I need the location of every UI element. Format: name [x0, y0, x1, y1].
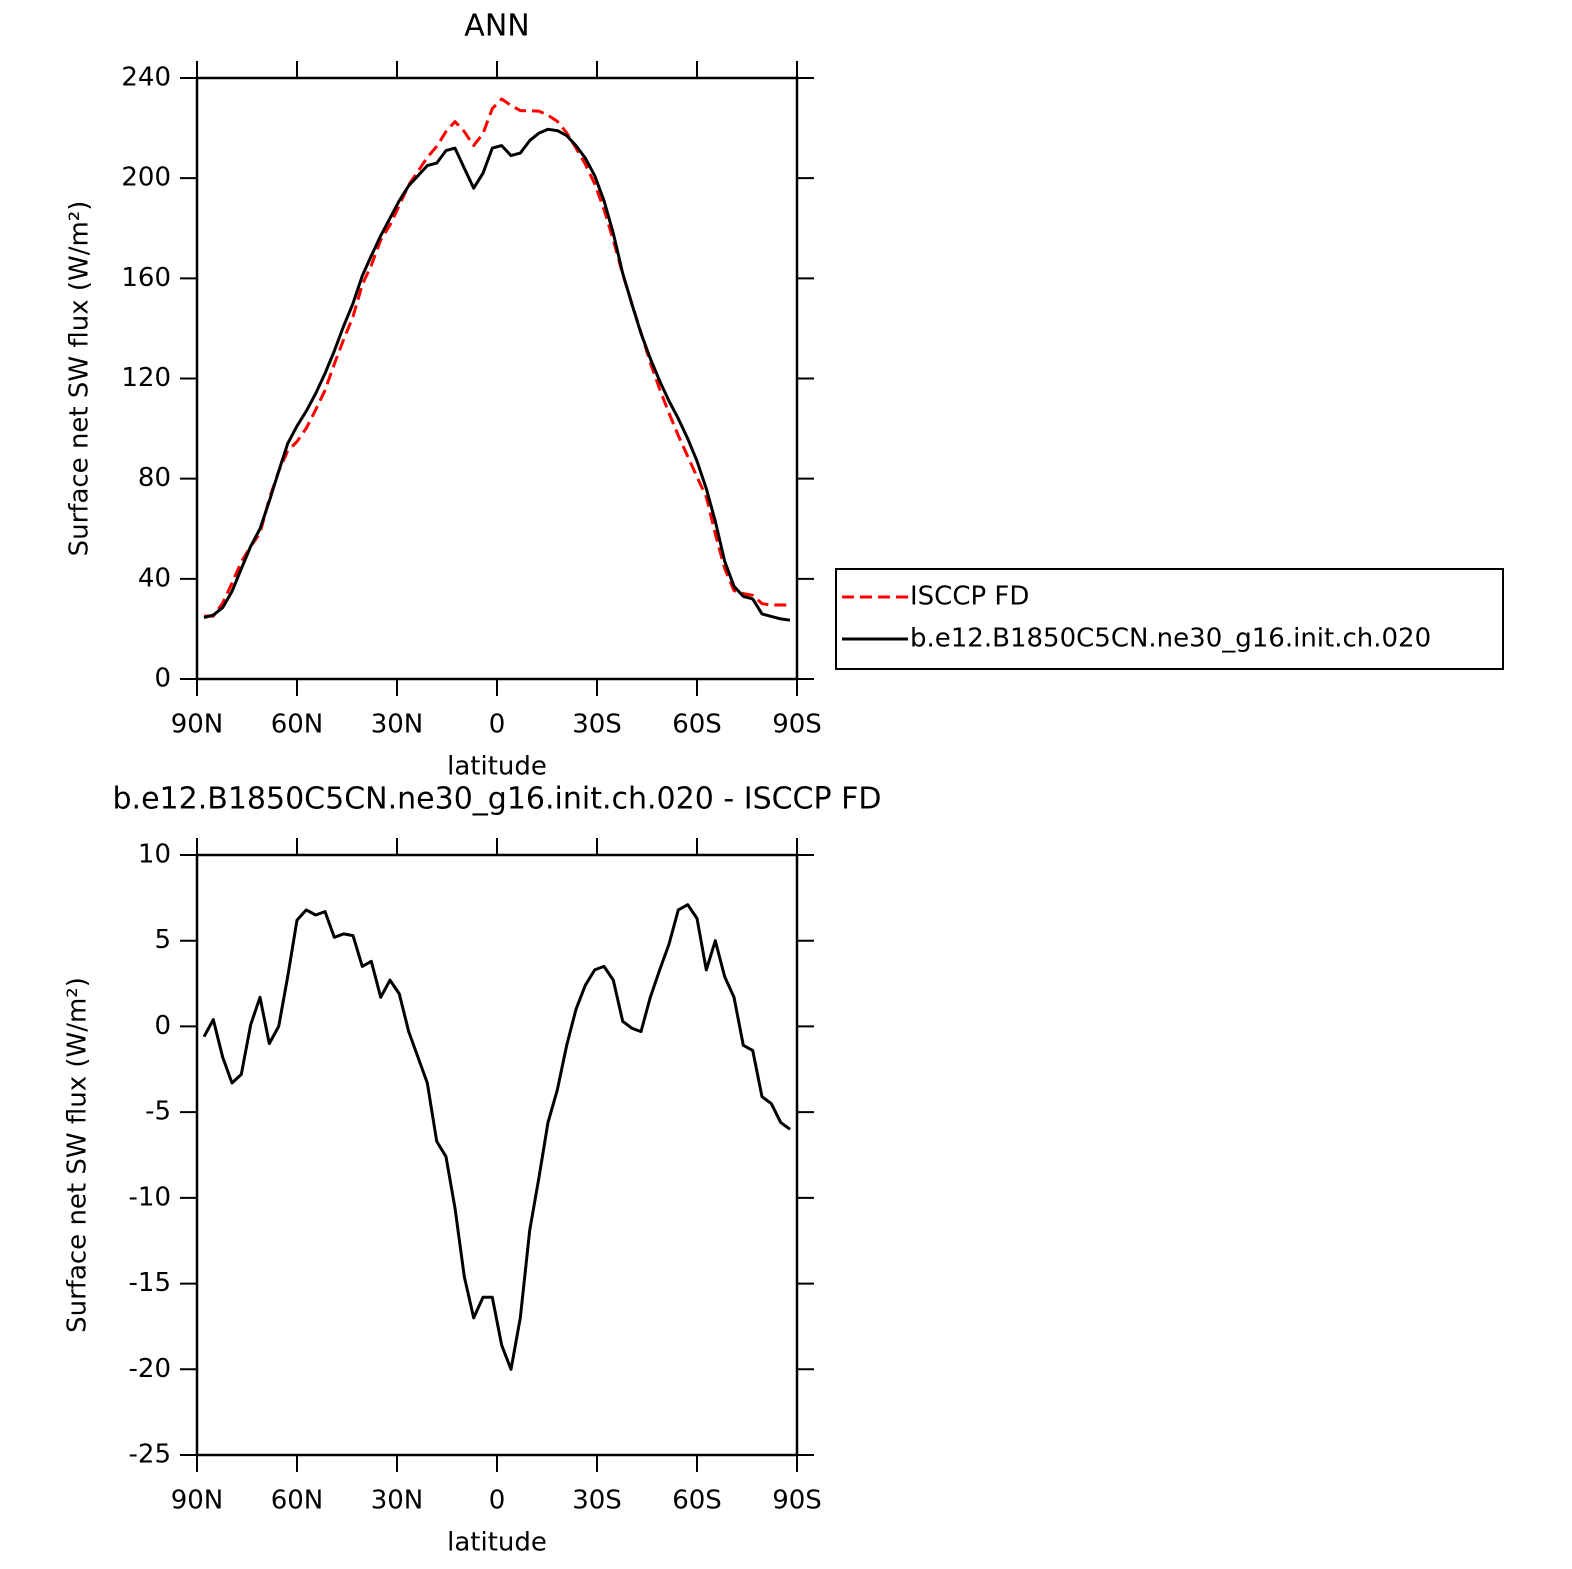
- x-axis-label: latitude: [447, 752, 547, 782]
- chart-title: ANN: [464, 9, 529, 44]
- y-tick-label: 160: [121, 263, 171, 293]
- legend-box: [835, 568, 1504, 670]
- x-tick-label: 30S: [572, 710, 622, 740]
- y-tick-label: -25: [129, 1440, 171, 1470]
- y-tick-label: 0: [154, 664, 171, 694]
- x-tick-label: 0: [489, 710, 506, 740]
- y-tick-label: 240: [121, 63, 171, 93]
- x-tick-label: 60S: [672, 1486, 722, 1516]
- legend-label: ISCCP FD: [910, 582, 1029, 612]
- x-tick-label: 60S: [672, 710, 722, 740]
- x-tick-label: 30N: [371, 1486, 424, 1516]
- x-tick-label: 90S: [772, 1486, 822, 1516]
- y-tick-label: 80: [138, 463, 171, 493]
- x-tick-label: 0: [489, 1486, 506, 1516]
- x-tick-label: 60N: [271, 710, 324, 740]
- y-tick-label: -20: [129, 1354, 171, 1384]
- y-tick-label: -15: [129, 1268, 171, 1298]
- legend-label: b.e12.B1850C5CN.ne30_g16.init.ch.020: [910, 624, 1431, 654]
- plot-frame: [195, 76, 799, 681]
- plot-frame: [195, 853, 799, 1457]
- y-tick-label: 10: [138, 840, 171, 870]
- y-tick-label: 5: [154, 925, 171, 955]
- y-tick-label: 0: [154, 1011, 171, 1041]
- data-line: [203, 127, 791, 622]
- y-tick-label: 200: [121, 163, 171, 193]
- y-tick-label: -5: [145, 1097, 171, 1127]
- x-tick-label: 90N: [171, 710, 224, 740]
- x-tick-label: 90S: [772, 710, 822, 740]
- y-tick-label: 40: [138, 563, 171, 593]
- data-line: [202, 903, 791, 1371]
- y-axis-label: Surface net SW flux (W/m²): [63, 977, 93, 1333]
- x-tick-label: 60N: [271, 1486, 324, 1516]
- y-tick-label: -10: [129, 1182, 171, 1212]
- y-axis-label: Surface net SW flux (W/m²): [65, 201, 95, 557]
- x-tick-label: 30N: [371, 710, 424, 740]
- x-tick-label: 30S: [572, 1486, 622, 1516]
- x-tick-label: 90N: [171, 1486, 224, 1516]
- y-tick-label: 120: [121, 363, 171, 393]
- chart-title: b.e12.B1850C5CN.ne30_g16.init.ch.020 - I…: [113, 782, 882, 817]
- data-line: [204, 97, 791, 618]
- x-axis-label: latitude: [447, 1528, 547, 1558]
